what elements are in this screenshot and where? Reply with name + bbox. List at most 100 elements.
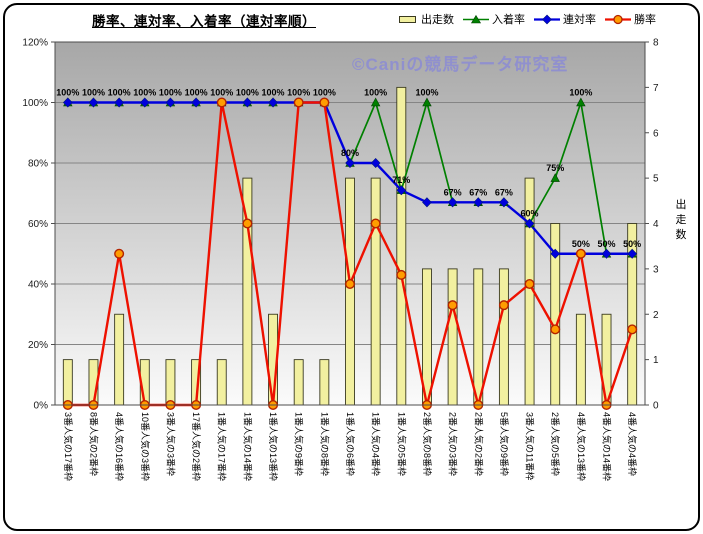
point-label: 50% xyxy=(572,239,590,249)
diamond-marker xyxy=(114,97,124,108)
bar xyxy=(473,268,484,406)
diamond-marker xyxy=(191,97,201,108)
right-axis-tick-label: 2 xyxy=(653,310,659,321)
category-label: 1番人気の6番枠 xyxy=(345,412,356,476)
point-label: 80% xyxy=(341,148,359,158)
right-axis-tick-label: 0 xyxy=(653,401,659,412)
left-axis-tick-label: 60% xyxy=(28,219,48,230)
point-label: 100% xyxy=(133,88,156,98)
legend-label-shoritsu: 勝率 xyxy=(634,14,656,26)
bar xyxy=(165,359,176,406)
bar xyxy=(575,313,586,406)
circle-marker xyxy=(345,279,356,290)
diamond-marker xyxy=(447,197,458,208)
circle-marker xyxy=(293,97,304,108)
legend-label-nyuchaku: 入着率 xyxy=(492,14,525,26)
diamond-marker xyxy=(139,97,150,108)
circle-marker xyxy=(498,300,509,311)
category-label: 1番人気の9番枠 xyxy=(294,412,305,476)
category-label: 4番人気の13番枠 xyxy=(576,412,587,481)
circle-marker xyxy=(319,97,330,108)
category-label: 3番人気の11番枠 xyxy=(525,412,536,480)
bar xyxy=(498,268,509,406)
triangle-marker xyxy=(422,97,432,107)
point-label: 100% xyxy=(185,88,208,98)
left-axis-tick-label: 40% xyxy=(28,280,48,291)
bar xyxy=(396,86,407,406)
diamond-marker xyxy=(473,197,484,208)
category-label: 1番人気の8番枠 xyxy=(319,412,330,476)
triangle-marker xyxy=(550,173,560,182)
right-axis-tick-label: 6 xyxy=(653,128,659,139)
point-label: 100% xyxy=(159,88,182,98)
point-label: 50% xyxy=(623,239,641,249)
diamond-marker xyxy=(165,97,176,108)
point-label: 100% xyxy=(569,88,592,98)
category-label: 2番人気の8番枠 xyxy=(422,412,433,476)
circle-marker xyxy=(627,324,638,335)
point-label: 67% xyxy=(495,187,513,197)
circle-marker xyxy=(114,248,125,259)
left-axis-tick-label: 80% xyxy=(28,159,48,170)
point-label: 100% xyxy=(108,88,131,98)
point-label: 100% xyxy=(56,88,79,98)
point-label: 67% xyxy=(469,187,487,197)
category-label: 1番人気の4番枠 xyxy=(371,412,382,476)
diamond-marker xyxy=(499,197,509,208)
legend-item-shoritsu: 勝率 xyxy=(605,11,656,27)
diamond-marker xyxy=(63,97,73,108)
point-label: 100% xyxy=(415,88,438,98)
chart-title: 勝率、連対率、入着率（連対率順） xyxy=(92,14,316,29)
right-axis-title: 出 xyxy=(676,197,687,211)
diamond-marker xyxy=(601,248,612,259)
right-axis-tick-label: 5 xyxy=(653,174,659,185)
diamond-marker xyxy=(268,97,278,108)
diamond-marker xyxy=(550,248,561,259)
bar xyxy=(370,177,381,406)
left-axis-tick-label: 0% xyxy=(34,401,49,412)
right-axis-tick-label: 4 xyxy=(653,219,659,230)
bar xyxy=(293,359,304,406)
circle-marker xyxy=(396,269,407,280)
diamond-marker xyxy=(345,157,355,169)
legend-label-rentai: 連対率 xyxy=(563,14,596,26)
diamond-marker xyxy=(88,97,99,108)
category-label: 1番人気の14番枠 xyxy=(242,412,253,481)
diamond-marker-icon xyxy=(534,14,560,25)
left-axis-tick-label: 100% xyxy=(22,98,48,109)
category-label: 10番人気の3番枠 xyxy=(140,412,151,481)
left-axis-tick-label: 120% xyxy=(22,38,48,49)
point-label: 75% xyxy=(546,163,564,173)
left-axis-tick-label: 20% xyxy=(28,340,48,351)
category-label: 4番人気の4番枠 xyxy=(627,412,638,476)
plot-border xyxy=(54,41,646,406)
triangle-marker xyxy=(576,97,586,107)
point-label: 100% xyxy=(313,88,336,98)
point-label: 100% xyxy=(287,88,310,98)
legend: 出走数 入着率 連対率 勝率 xyxy=(398,11,656,27)
point-label: 100% xyxy=(210,88,233,98)
category-label: 5番人気の9番枠 xyxy=(499,412,510,476)
legend-item-starts: 出走数 xyxy=(398,11,454,27)
circle-marker xyxy=(447,300,458,311)
right-axis-tick-label: 7 xyxy=(653,83,659,94)
diamond-marker xyxy=(627,248,637,259)
right-axis-tick-label: 3 xyxy=(653,264,659,275)
circle-marker-icon xyxy=(605,14,631,25)
circle-marker xyxy=(216,97,227,108)
point-label: 50% xyxy=(598,239,616,249)
point-label: 100% xyxy=(262,88,285,98)
triangle-marker xyxy=(370,97,381,107)
legend-item-nyuchaku: 入着率 xyxy=(463,11,525,27)
right-axis-title: 走 xyxy=(676,213,687,226)
legend-label-starts: 出走数 xyxy=(421,14,454,26)
category-label: 1番人気の13番枠 xyxy=(268,412,279,481)
bar xyxy=(114,313,125,406)
right-axis-tick-label: 1 xyxy=(653,355,659,366)
circle-marker xyxy=(550,324,561,335)
category-label: 8番人気の2番枠 xyxy=(88,412,99,476)
circle-marker xyxy=(575,248,586,259)
category-label: 4番人気の14番枠 xyxy=(602,412,613,481)
category-label: 2番人気の2番枠 xyxy=(473,412,484,476)
